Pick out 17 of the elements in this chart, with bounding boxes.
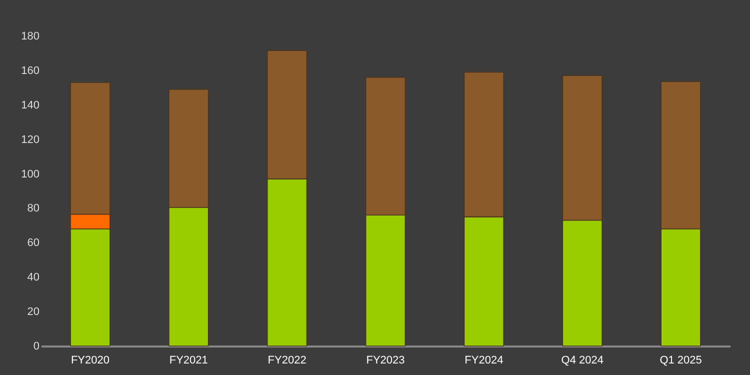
y-tick-label: 140: [21, 99, 40, 112]
y-tick-label: 0: [33, 340, 40, 352]
y-tick-label: 60: [27, 237, 40, 250]
x-tick-label: Q4 2024: [561, 354, 604, 366]
x-tick-label: FY2020: [70, 354, 110, 366]
x-tick-label: FY2023: [366, 354, 405, 366]
y-tick-label: 40: [27, 272, 40, 284]
y-tick-label: 120: [21, 134, 40, 146]
y-tick-label: 100: [21, 168, 40, 180]
x-tick-label: FY2024: [464, 354, 504, 366]
y-tick-label: 180: [21, 30, 40, 42]
y-tick-label: 160: [21, 64, 40, 77]
y-tick-label: 20: [27, 306, 40, 318]
y-tick-label: 80: [27, 202, 40, 215]
x-tick-label: Q1 2025: [660, 354, 702, 366]
x-tick-label: FY2022: [268, 354, 306, 366]
x-tick-label: FY2021: [169, 354, 208, 366]
